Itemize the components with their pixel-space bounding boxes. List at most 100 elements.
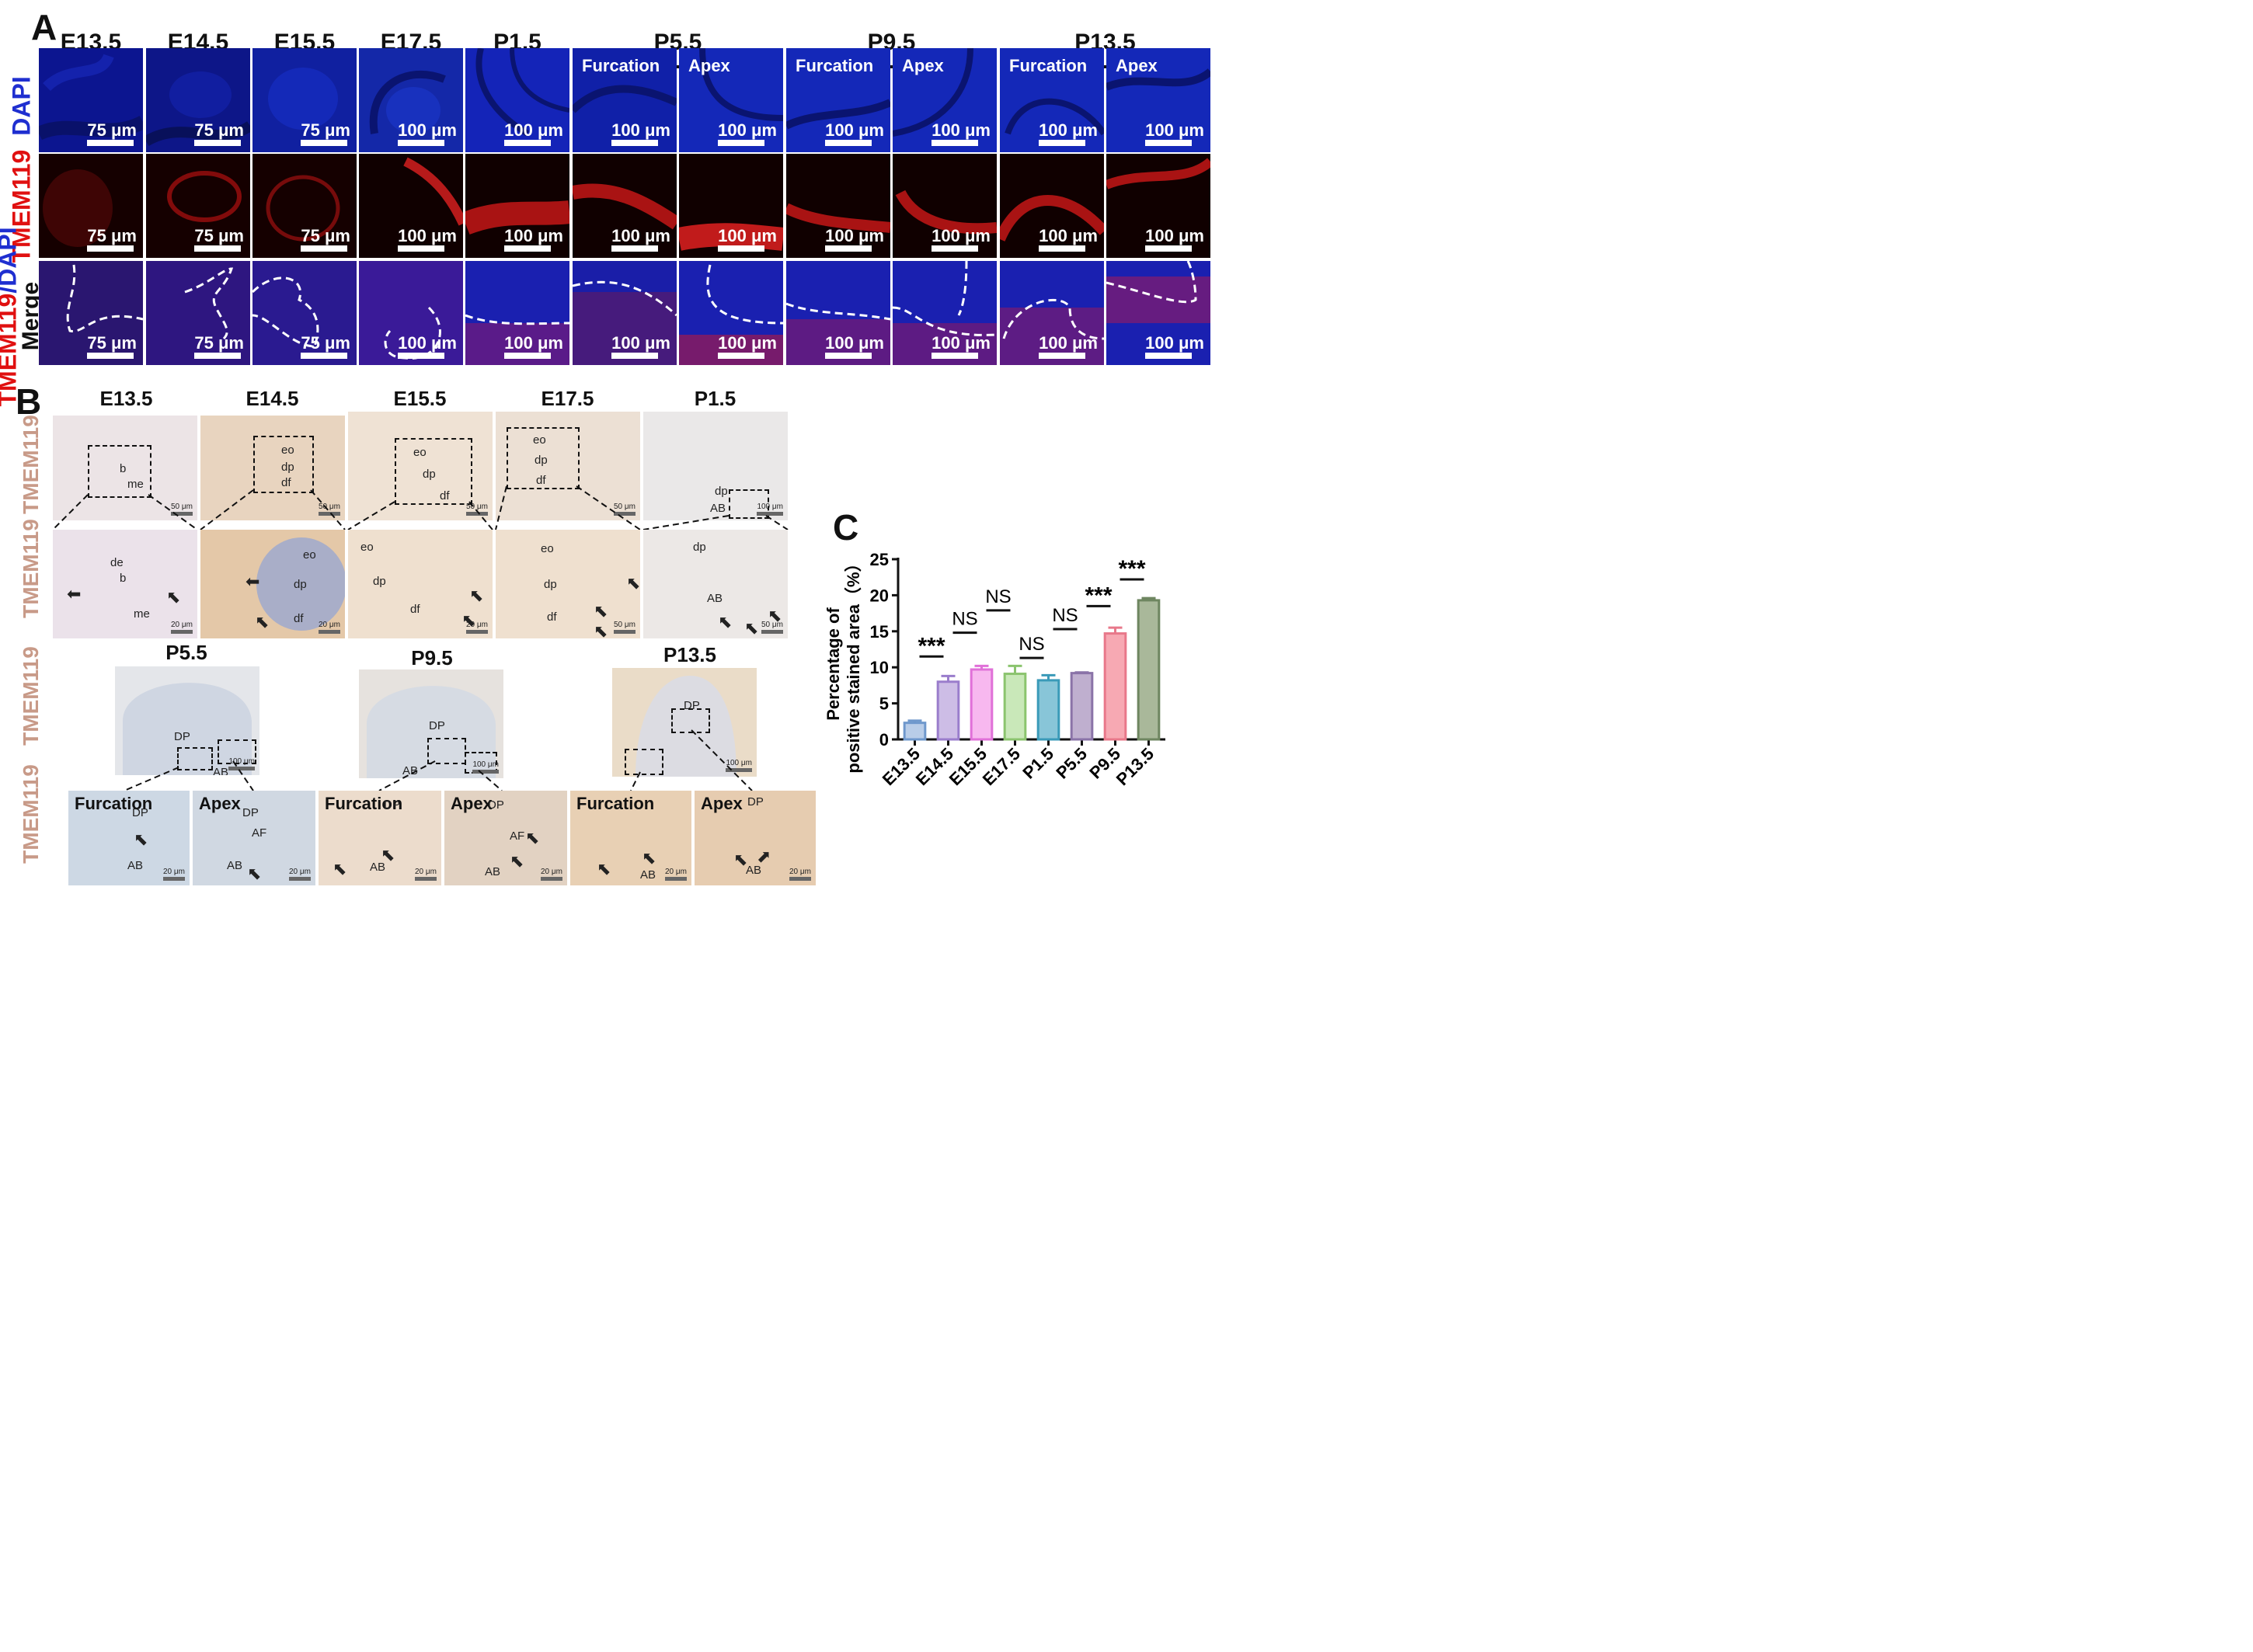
- zoom-box: [395, 438, 472, 505]
- arrow-icon: ⬉: [510, 851, 524, 871]
- annotation-eo: eo: [413, 446, 427, 459]
- x-tick-label: E13.5: [879, 744, 924, 789]
- scale-bar: 50 μm: [761, 621, 783, 634]
- annotation-dp-upper: DP: [429, 719, 445, 732]
- annotation-dp: dp: [281, 461, 294, 474]
- furcation-label: Furcation: [796, 56, 874, 75]
- annotation-dp-upper: DP: [384, 798, 400, 812]
- significance-label: NS: [1052, 605, 1078, 626]
- zoom-connectors: [124, 729, 753, 791]
- scale-bar: 100 μm: [931, 121, 991, 146]
- annotation-af: AF: [510, 829, 525, 843]
- annotation-ab: AB: [746, 864, 762, 877]
- stage-header: E13.5: [99, 387, 153, 410]
- ihc-overview-tile: DP AB 100 μm: [115, 666, 259, 775]
- dapi-tile: Apex 100 μm: [679, 48, 783, 152]
- dapi-tile: Apex 100 μm: [893, 48, 997, 152]
- scale-bar: 100 μm: [504, 121, 563, 146]
- tmem-tile: 100 μm: [1000, 154, 1104, 258]
- annotation-dp: dp: [715, 485, 728, 498]
- apex-label: Apex: [701, 794, 743, 813]
- scale-bar: 20 μm: [289, 868, 311, 881]
- ihc-tile: b me 50 μm: [53, 416, 197, 520]
- dapi-tile: Furcation 100 μm: [573, 48, 677, 152]
- y-tick-label: 5: [879, 694, 889, 714]
- scale-bar: 100 μm: [1145, 121, 1204, 146]
- stage-header: P1.5: [694, 387, 736, 410]
- ihc-tile: eo dp df 50 μm: [348, 412, 493, 520]
- annotation-dp-upper: DP: [488, 798, 504, 812]
- annotation-eo: eo: [303, 548, 316, 562]
- annotation-df: df: [410, 603, 420, 616]
- y-tick-label: 10: [870, 658, 889, 677]
- ihc-tile: eo dp df 50 μm: [496, 412, 640, 520]
- scale-bar: 100 μm: [718, 334, 777, 359]
- annotation-ab: AB: [402, 764, 419, 777]
- scale-bar: 100 μm: [611, 121, 670, 146]
- merge-tile: 100 μm: [465, 261, 569, 365]
- ihc-zoom-tile: Apex DP AF AB ⬉ ⬉ 20 μm: [444, 791, 567, 885]
- tmem-tile: 75 μm: [146, 154, 250, 258]
- merge-tile: 100 μm: [679, 261, 783, 365]
- annotation-af: AF: [252, 826, 267, 840]
- scale-bar: 100 μm: [718, 227, 777, 252]
- ihc-zoom-tile: Furcation AB ⬉ ⬉ 20 μm: [570, 791, 691, 885]
- bar: [1003, 673, 1027, 741]
- tmem-tile: 100 μm: [465, 154, 569, 258]
- scale-bar: 100 μm: [726, 759, 752, 772]
- scale-bar: 75 μm: [87, 334, 137, 359]
- stage-header: E15.5: [393, 387, 447, 410]
- bar: [1137, 599, 1161, 741]
- scale-bar: 20 μm: [665, 868, 687, 881]
- furcation-label: Furcation: [325, 794, 403, 813]
- annotation-df: df: [440, 489, 450, 503]
- group-underline: [788, 65, 994, 68]
- tmem-tile: 100 μm: [893, 154, 997, 258]
- y-tick-label: 20: [870, 586, 889, 605]
- tmem-tile: 100 μm: [359, 154, 463, 258]
- merge-tile: 75 μm: [39, 261, 143, 365]
- scale-bar: 75 μm: [87, 121, 137, 146]
- significance-label: NS: [985, 586, 1011, 607]
- annotation-eo: eo: [541, 542, 554, 555]
- arrow-icon: ⬈: [757, 847, 771, 866]
- x-tick-label: E14.5: [912, 744, 957, 789]
- scale-bar: 75 μm: [194, 334, 244, 359]
- scale-bar: 20 μm: [541, 868, 562, 881]
- merge-tile: 75 μm: [252, 261, 357, 365]
- annotation-dp-upper: DP: [132, 806, 148, 819]
- y-tick-label: 25: [870, 550, 889, 569]
- significance-label: ***: [918, 633, 945, 659]
- panel-b-label: B: [16, 381, 42, 422]
- furcation-label: Furcation: [1009, 56, 1088, 75]
- arrow-icon: ⬉: [134, 829, 148, 849]
- scale-bar: 100 μm: [825, 121, 884, 146]
- y-tick-label: 15: [870, 622, 889, 642]
- arrow-icon: ⬉: [626, 573, 640, 593]
- bar-chart: 0510152025E13.5E14.5E15.5E17.5P1.5P5.5P9…: [824, 550, 1165, 789]
- stage-header: P13.5: [663, 643, 716, 666]
- apex-label: Apex: [1116, 56, 1158, 75]
- ihc-overview-tile: DP AB 100 μm: [359, 669, 503, 778]
- x-tick-label: E17.5: [979, 744, 1024, 789]
- arrow-icon: ⬉: [255, 612, 270, 631]
- arrow-icon: ⬉: [333, 859, 347, 878]
- scale-bar: 75 μm: [87, 227, 137, 252]
- scale-bar: 100 μm: [228, 757, 255, 770]
- scale-bar: 50 μm: [614, 503, 636, 516]
- annotation-ab: AB: [227, 859, 243, 872]
- scale-bar: 100 μm: [1039, 334, 1098, 359]
- scale-bar: 100 μm: [611, 227, 670, 252]
- significance-label: NS: [1019, 634, 1044, 655]
- scale-bar: 75 μm: [301, 121, 350, 146]
- annotation-df: df: [547, 610, 557, 624]
- bar: [903, 722, 927, 741]
- scale-bar: 20 μm: [163, 868, 185, 881]
- merge-tile: 100 μm: [1106, 261, 1210, 365]
- annotation-ab: AB: [485, 865, 501, 878]
- scale-bar: 100 μm: [398, 334, 457, 359]
- arrow-icon: ⬉: [469, 586, 484, 605]
- scale-bar: 20 μm: [319, 621, 340, 634]
- annotation-dp: dp: [294, 578, 307, 591]
- arrow-icon: ⬉: [768, 606, 782, 625]
